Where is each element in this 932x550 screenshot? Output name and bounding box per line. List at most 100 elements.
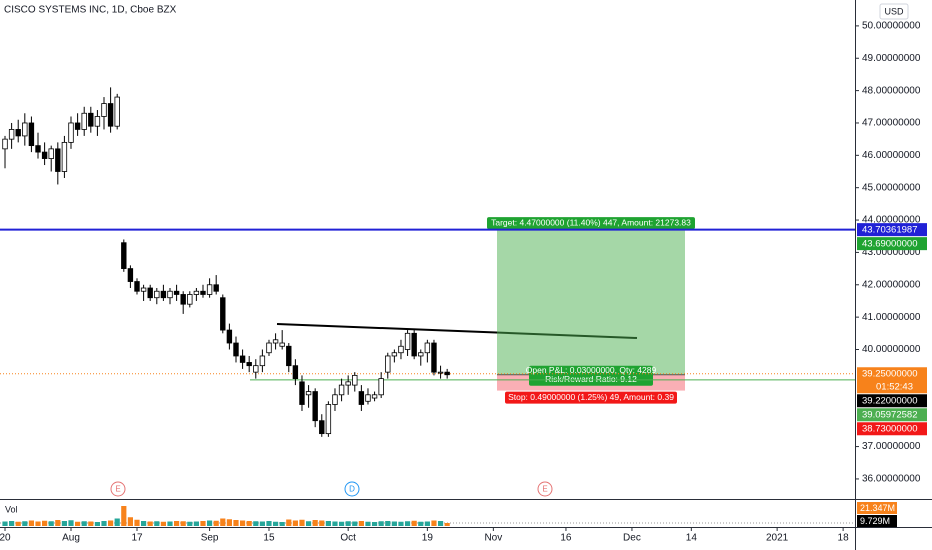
price-tag-label: 39.25000000 bbox=[862, 369, 917, 380]
candle-body bbox=[8, 129, 15, 140]
y-tick-label: 44.00000000 bbox=[862, 215, 921, 226]
volume-bar bbox=[187, 521, 193, 526]
x-tick-label: 20 bbox=[0, 533, 11, 544]
volume-bar bbox=[365, 521, 371, 526]
volume-bar bbox=[94, 522, 101, 526]
volume-bar bbox=[147, 521, 153, 526]
candle-body bbox=[319, 420, 325, 435]
volume-bar bbox=[167, 521, 173, 526]
candle-body bbox=[352, 374, 358, 386]
candle-body bbox=[101, 103, 107, 117]
volume-tag bbox=[857, 502, 897, 514]
candle-body bbox=[22, 122, 28, 137]
candle-body bbox=[239, 355, 246, 363]
volume-bar bbox=[9, 521, 15, 526]
candle-body bbox=[74, 122, 81, 130]
stop-label: Stop: 0.49000000 (1.25%) 49, Amount: 0.3… bbox=[508, 392, 674, 402]
volume-bar bbox=[352, 521, 358, 526]
candle-body bbox=[94, 116, 101, 127]
x-tick-label: Oct bbox=[340, 533, 356, 544]
volume-bar bbox=[266, 521, 272, 526]
candle-body bbox=[253, 365, 259, 373]
volume-bar bbox=[48, 521, 54, 526]
volume-bar bbox=[68, 520, 74, 526]
target-label: Target: 4.47000000 (11.40%) 447, Amount:… bbox=[491, 217, 691, 227]
candle-body bbox=[437, 371, 444, 374]
candle-body bbox=[385, 355, 391, 373]
candle-body bbox=[226, 329, 233, 344]
chart-title: CISCO SYSTEMS INC, 1D, Cboe BZX bbox=[4, 5, 177, 16]
volume-bar bbox=[325, 521, 331, 526]
y-tick-label: 40.00000000 bbox=[862, 344, 921, 355]
candle-body bbox=[200, 290, 206, 295]
candle-body bbox=[167, 290, 173, 299]
volume-bar bbox=[173, 521, 180, 526]
candle-body bbox=[272, 339, 279, 344]
volume-bar bbox=[160, 521, 166, 526]
price-tag bbox=[857, 394, 927, 408]
volume-bar bbox=[140, 521, 147, 526]
price-tag-label: 43.69000000 bbox=[862, 238, 917, 249]
volume-bar bbox=[61, 521, 68, 526]
candle-body bbox=[398, 345, 404, 354]
volume-bar bbox=[391, 521, 397, 526]
volume-bar bbox=[444, 523, 450, 526]
candle-body bbox=[107, 103, 114, 127]
y-tick-label: 42.00000000 bbox=[862, 279, 921, 290]
volume-bar bbox=[371, 522, 378, 526]
candle-body bbox=[114, 96, 120, 127]
candle-body bbox=[88, 112, 94, 127]
currency: USD bbox=[884, 6, 904, 16]
volume-bar bbox=[114, 518, 120, 526]
candle-body bbox=[345, 381, 351, 386]
candle-body bbox=[15, 129, 21, 137]
volume-bar bbox=[2, 521, 8, 526]
price-tag-label: 39.22000000 bbox=[862, 396, 917, 407]
event-label: E bbox=[115, 485, 120, 494]
volume-bar bbox=[332, 521, 338, 526]
x-tick-label: Nov bbox=[484, 533, 502, 544]
volume-bar bbox=[411, 520, 417, 526]
volume-bar bbox=[28, 520, 35, 526]
candle-body bbox=[154, 290, 160, 299]
volume-bar bbox=[437, 521, 444, 526]
candle-body bbox=[147, 287, 153, 299]
volume-bar bbox=[404, 521, 411, 526]
candle-body bbox=[299, 381, 305, 405]
volume-bar bbox=[226, 519, 232, 526]
price-tag bbox=[857, 223, 927, 237]
volume-bar bbox=[233, 520, 239, 526]
candle-body bbox=[246, 362, 252, 367]
candle-body bbox=[187, 294, 193, 305]
candle-body bbox=[28, 122, 35, 147]
x-tick-label: 16 bbox=[560, 533, 572, 544]
volume-bar bbox=[398, 521, 404, 526]
volume-bar bbox=[134, 519, 140, 526]
x-tick-label: Aug bbox=[62, 533, 80, 544]
currency-box[interactable] bbox=[879, 3, 909, 20]
candle-body bbox=[206, 284, 213, 295]
candle-body bbox=[180, 294, 186, 305]
x-tick-label: 17 bbox=[131, 533, 143, 544]
volume-bar bbox=[246, 521, 252, 526]
volume-bar bbox=[319, 520, 325, 526]
volume-label: Vol bbox=[5, 504, 18, 514]
profit-zone bbox=[497, 230, 685, 375]
price-tag bbox=[857, 408, 927, 422]
event-marker bbox=[537, 481, 553, 497]
event-label: D bbox=[349, 485, 355, 494]
event-label: E bbox=[542, 485, 547, 494]
x-tick-label: 2021 bbox=[766, 533, 789, 544]
volume-bar bbox=[338, 521, 345, 526]
price-tag bbox=[857, 237, 927, 251]
volume-bar bbox=[299, 519, 305, 526]
volume-bar bbox=[345, 521, 351, 526]
candle-body bbox=[41, 151, 48, 159]
pnl-label: Open P&L: 0.03000000, Qty: 4289 bbox=[526, 365, 657, 375]
volume-bar bbox=[88, 521, 94, 526]
ratio-label: Risk/Reward Ratio: 9.12 bbox=[545, 374, 637, 384]
y-tick-label: 49.00000000 bbox=[862, 53, 921, 64]
